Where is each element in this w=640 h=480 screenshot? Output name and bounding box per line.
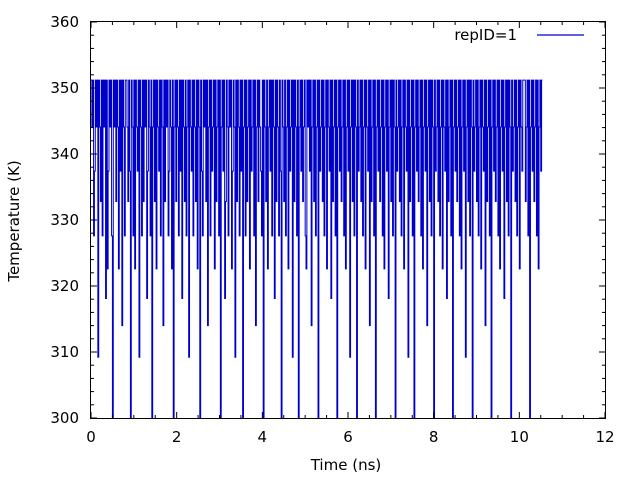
x-axis-label: Time (ns) (310, 456, 382, 474)
series-line-repID=1 (91, 79, 543, 419)
x-tick-label: 4 (258, 428, 268, 446)
y-tick-label: 350 (50, 79, 79, 97)
x-tick-label: 10 (510, 428, 529, 446)
legend: repID=1 (454, 26, 584, 44)
plot-frame (90, 21, 606, 419)
y-tick-label: 330 (50, 211, 79, 229)
y-axis-label: Temperature (K) (5, 160, 23, 282)
legend-label: repID=1 (454, 26, 517, 44)
x-tick-label: 8 (429, 428, 439, 446)
y-tick-label: 300 (50, 409, 79, 427)
x-tick-label: 6 (343, 428, 353, 446)
x-tick-label: 0 (86, 428, 96, 446)
y-tick-label: 340 (50, 145, 79, 163)
y-tick-label: 310 (50, 343, 79, 361)
y-tick-label: 360 (50, 13, 79, 31)
x-tick-label: 2 (172, 428, 182, 446)
ticks-layer: 0 2 4 6 8 10 12 300 310 320 330 340 350 360 (50, 13, 614, 446)
y-tick-label: 320 (50, 277, 79, 295)
data-layer (91, 79, 543, 419)
x-tick-label: 12 (595, 428, 614, 446)
